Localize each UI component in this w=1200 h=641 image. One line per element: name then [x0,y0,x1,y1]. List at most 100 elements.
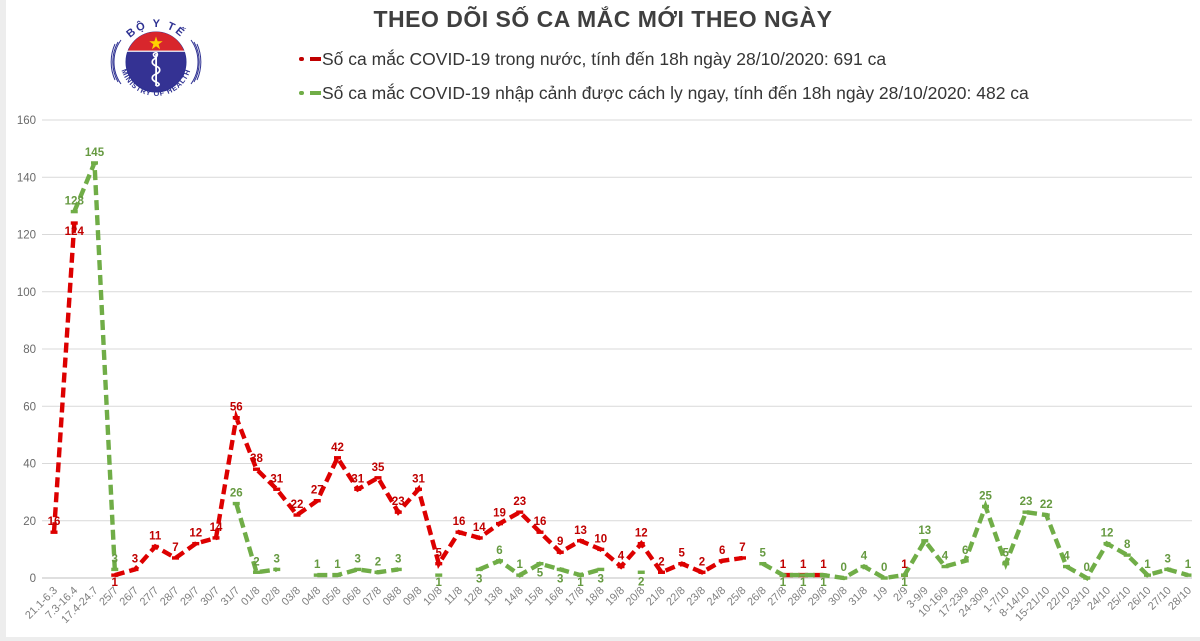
x-tick-label: 30/7 [198,585,222,609]
x-tick-label: 28/10 [1166,585,1194,613]
x-tick-label: 29/7 [178,585,202,609]
point-marker [1022,510,1030,514]
data-label-imported: 1 [820,577,827,589]
data-label-imported: 5 [760,548,767,560]
point-marker [577,573,584,577]
point-marker [820,573,827,577]
ministry-of-health-logo: BỘ Y TẾ MINISTRY OF HEALTH [110,18,202,98]
x-tick-label: 24/8 [705,585,729,609]
data-label-domestic: 16 [453,516,466,528]
point-marker [354,487,362,491]
data-label-imported: 1 [517,559,524,571]
point-marker [901,573,908,577]
point-marker [293,513,301,517]
data-label-imported: 6 [962,545,968,557]
x-tick-label: 18/8 [583,585,607,609]
data-label-imported: 3 [476,573,482,585]
data-label-imported: 145 [85,147,105,159]
point-marker [1184,573,1192,577]
x-tick-label: 08/8 [381,585,405,609]
x-tick-label: 03/8 [279,585,303,609]
point-marker [70,209,78,214]
point-marker [556,550,564,554]
point-marker [212,536,220,540]
data-label-domestic: 14 [210,522,223,534]
data-label-domestic: 23 [392,496,405,508]
point-marker [617,564,625,569]
point-marker [840,576,848,580]
point-marker [313,573,321,577]
point-marker [334,573,341,577]
point-marker [496,521,503,526]
data-label-imported: 3 [355,553,361,565]
point-marker [374,570,382,574]
y-tick-label: 80 [23,344,36,356]
data-label-domestic: 3 [132,553,138,565]
data-label-domestic: 16 [48,516,61,528]
data-label-imported: 3 [112,553,118,565]
point-marker [313,499,321,503]
x-tick-label: 16/8 [543,585,567,609]
point-marker [91,161,98,165]
data-label-imported: 1 [1144,559,1151,571]
y-tick-label: 60 [23,401,36,413]
point-marker [739,556,746,560]
data-label-imported: 1 [800,577,807,589]
point-marker [597,547,605,552]
point-marker [637,541,645,546]
data-label-imported: 5 [537,568,544,580]
point-marker [394,510,402,514]
point-marker [637,570,645,574]
legend-item-imported: Số ca mắc COVID-19 nhập cảnh được cách l… [299,78,1029,108]
x-tick-label: 21/8 [644,585,668,609]
data-label-domestic: 31 [351,473,364,485]
point-marker [475,567,483,572]
x-tick-label: 27/7 [138,585,162,609]
x-tick-label: 05/8 [320,585,344,609]
data-label-imported: 12 [1101,528,1114,540]
data-label-imported: 2 [253,556,259,568]
x-tick-label: 19/8 [603,585,627,609]
data-label-domestic: 11 [149,531,162,543]
y-tick-label: 140 [17,172,36,184]
x-tick-label: 31/7 [219,585,243,609]
data-label-domestic: 31 [270,473,283,485]
point-marker [111,573,119,577]
data-label-domestic: 6 [719,545,725,557]
gridlines [42,119,1192,579]
logo-star-icon [149,36,163,50]
data-label-domestic: 12 [635,528,648,540]
data-label-imported: 8 [1124,539,1131,551]
point-marker [516,510,524,514]
data-label-domestic: 56 [230,402,243,414]
data-label-domestic: 7 [739,542,745,554]
y-tick-label: 160 [17,115,36,127]
point-marker [496,559,503,563]
data-label-imported: 25 [979,490,992,502]
data-label-imported: 3 [598,573,604,585]
point-marker [374,476,382,480]
point-marker [536,561,544,566]
point-marker [921,539,929,543]
legend-marker-red-dash-icon [299,57,321,61]
data-label-imported: 5 [1003,548,1010,560]
data-label-imported: 1 [901,577,908,589]
point-marker [982,504,989,509]
point-marker [394,567,402,572]
data-label-domestic: 35 [372,462,385,474]
data-label-imported: 1 [436,577,443,589]
x-tick-label: 06/8 [340,585,364,609]
data-label-imported: 128 [65,196,85,208]
point-marker [415,487,422,491]
point-marker [799,573,807,577]
data-label-domestic: 23 [513,496,526,508]
data-label-domestic: 12 [189,528,202,540]
point-marker [435,573,443,577]
point-marker [131,567,139,572]
point-marker [232,501,240,506]
x-tick-label: 14/8 [502,585,526,609]
series-imported [70,161,1192,581]
point-marker [455,530,463,534]
data-label-domestic: 5 [679,548,686,560]
